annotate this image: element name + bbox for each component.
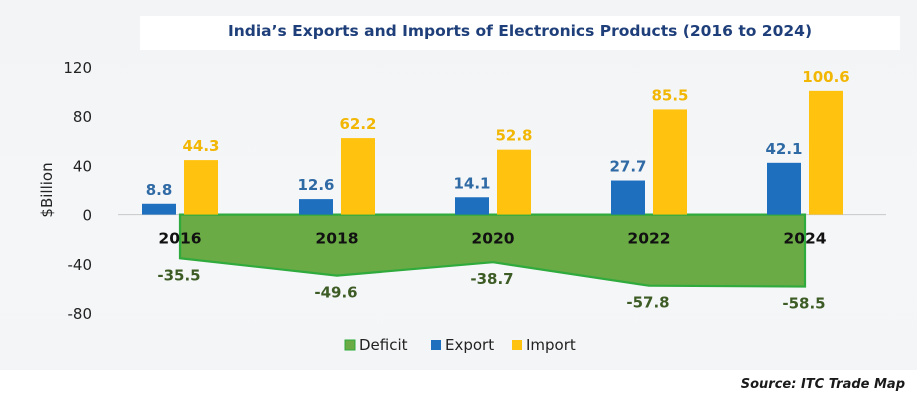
legend: Deficit Export Import <box>344 336 576 354</box>
x-tick-label: 2018 <box>315 230 358 248</box>
deficit-area <box>178 213 807 288</box>
x-tick-label: 2016 <box>158 230 201 248</box>
y-tick-label: 0 <box>82 207 92 225</box>
deficit-layer <box>178 213 807 288</box>
y-tick-label: -40 <box>68 256 93 274</box>
source-note: Source: ITC Trade Map <box>740 377 905 392</box>
y-axis-label: $Billion <box>38 162 56 217</box>
chart-panel <box>0 0 917 370</box>
import-bar <box>184 160 218 215</box>
bars-layer <box>142 90 843 215</box>
export-bar <box>611 180 645 215</box>
import-bar <box>653 109 687 215</box>
import-value-label: 100.6 <box>802 68 849 86</box>
import-value-label: 44.3 <box>182 137 219 155</box>
export-value-label: 12.6 <box>297 176 334 194</box>
y-tick-label: 40 <box>73 157 92 175</box>
import-value-label: 85.5 <box>651 86 688 104</box>
legend-label: Deficit <box>359 336 408 354</box>
export-value-label: 27.7 <box>609 158 646 176</box>
legend-swatch <box>431 340 441 350</box>
export-value-label: 8.8 <box>146 181 173 199</box>
import-bar <box>809 90 843 215</box>
export-value-label: 42.1 <box>765 140 802 158</box>
deficit-value-label: -58.5 <box>782 295 825 313</box>
y-tick-label: -80 <box>68 305 93 323</box>
legend-label: Export <box>445 336 494 354</box>
export-bar <box>455 197 489 215</box>
y-tick-label: 120 <box>63 59 92 77</box>
chart-title: India’s Exports and Imports of Electroni… <box>227 22 813 40</box>
deficit-value-label: -57.8 <box>626 294 669 312</box>
labels-layer: 8.8 44.3 2016 -35.5 12.6 62.2 2018 -49.6 14.1 52.… <box>146 68 850 313</box>
deficit-value-label: -38.7 <box>470 270 513 288</box>
legend-label: Import <box>526 336 576 354</box>
import-bar <box>341 138 375 215</box>
import-value-label: 62.2 <box>339 115 376 133</box>
export-bar <box>299 199 333 215</box>
x-tick-label: 2024 <box>783 230 826 248</box>
x-tick-label: 2020 <box>471 230 514 248</box>
export-bar <box>142 203 176 215</box>
y-tick-label: 80 <box>73 108 92 126</box>
chart-svg: 120 80 40 0 -40 -80 $Billion 8.8 44.3 2016 -35.5 1… <box>38 59 886 354</box>
export-bar <box>767 162 801 215</box>
x-tick-label: 2022 <box>627 230 670 248</box>
deficit-value-label: -35.5 <box>157 266 200 284</box>
title-box <box>140 16 900 50</box>
import-value-label: 52.8 <box>495 127 532 145</box>
export-value-label: 14.1 <box>453 174 490 192</box>
legend-swatch <box>512 340 522 350</box>
import-bar <box>497 149 531 215</box>
legend-swatch <box>344 339 356 351</box>
deficit-value-label: -49.6 <box>314 284 357 302</box>
